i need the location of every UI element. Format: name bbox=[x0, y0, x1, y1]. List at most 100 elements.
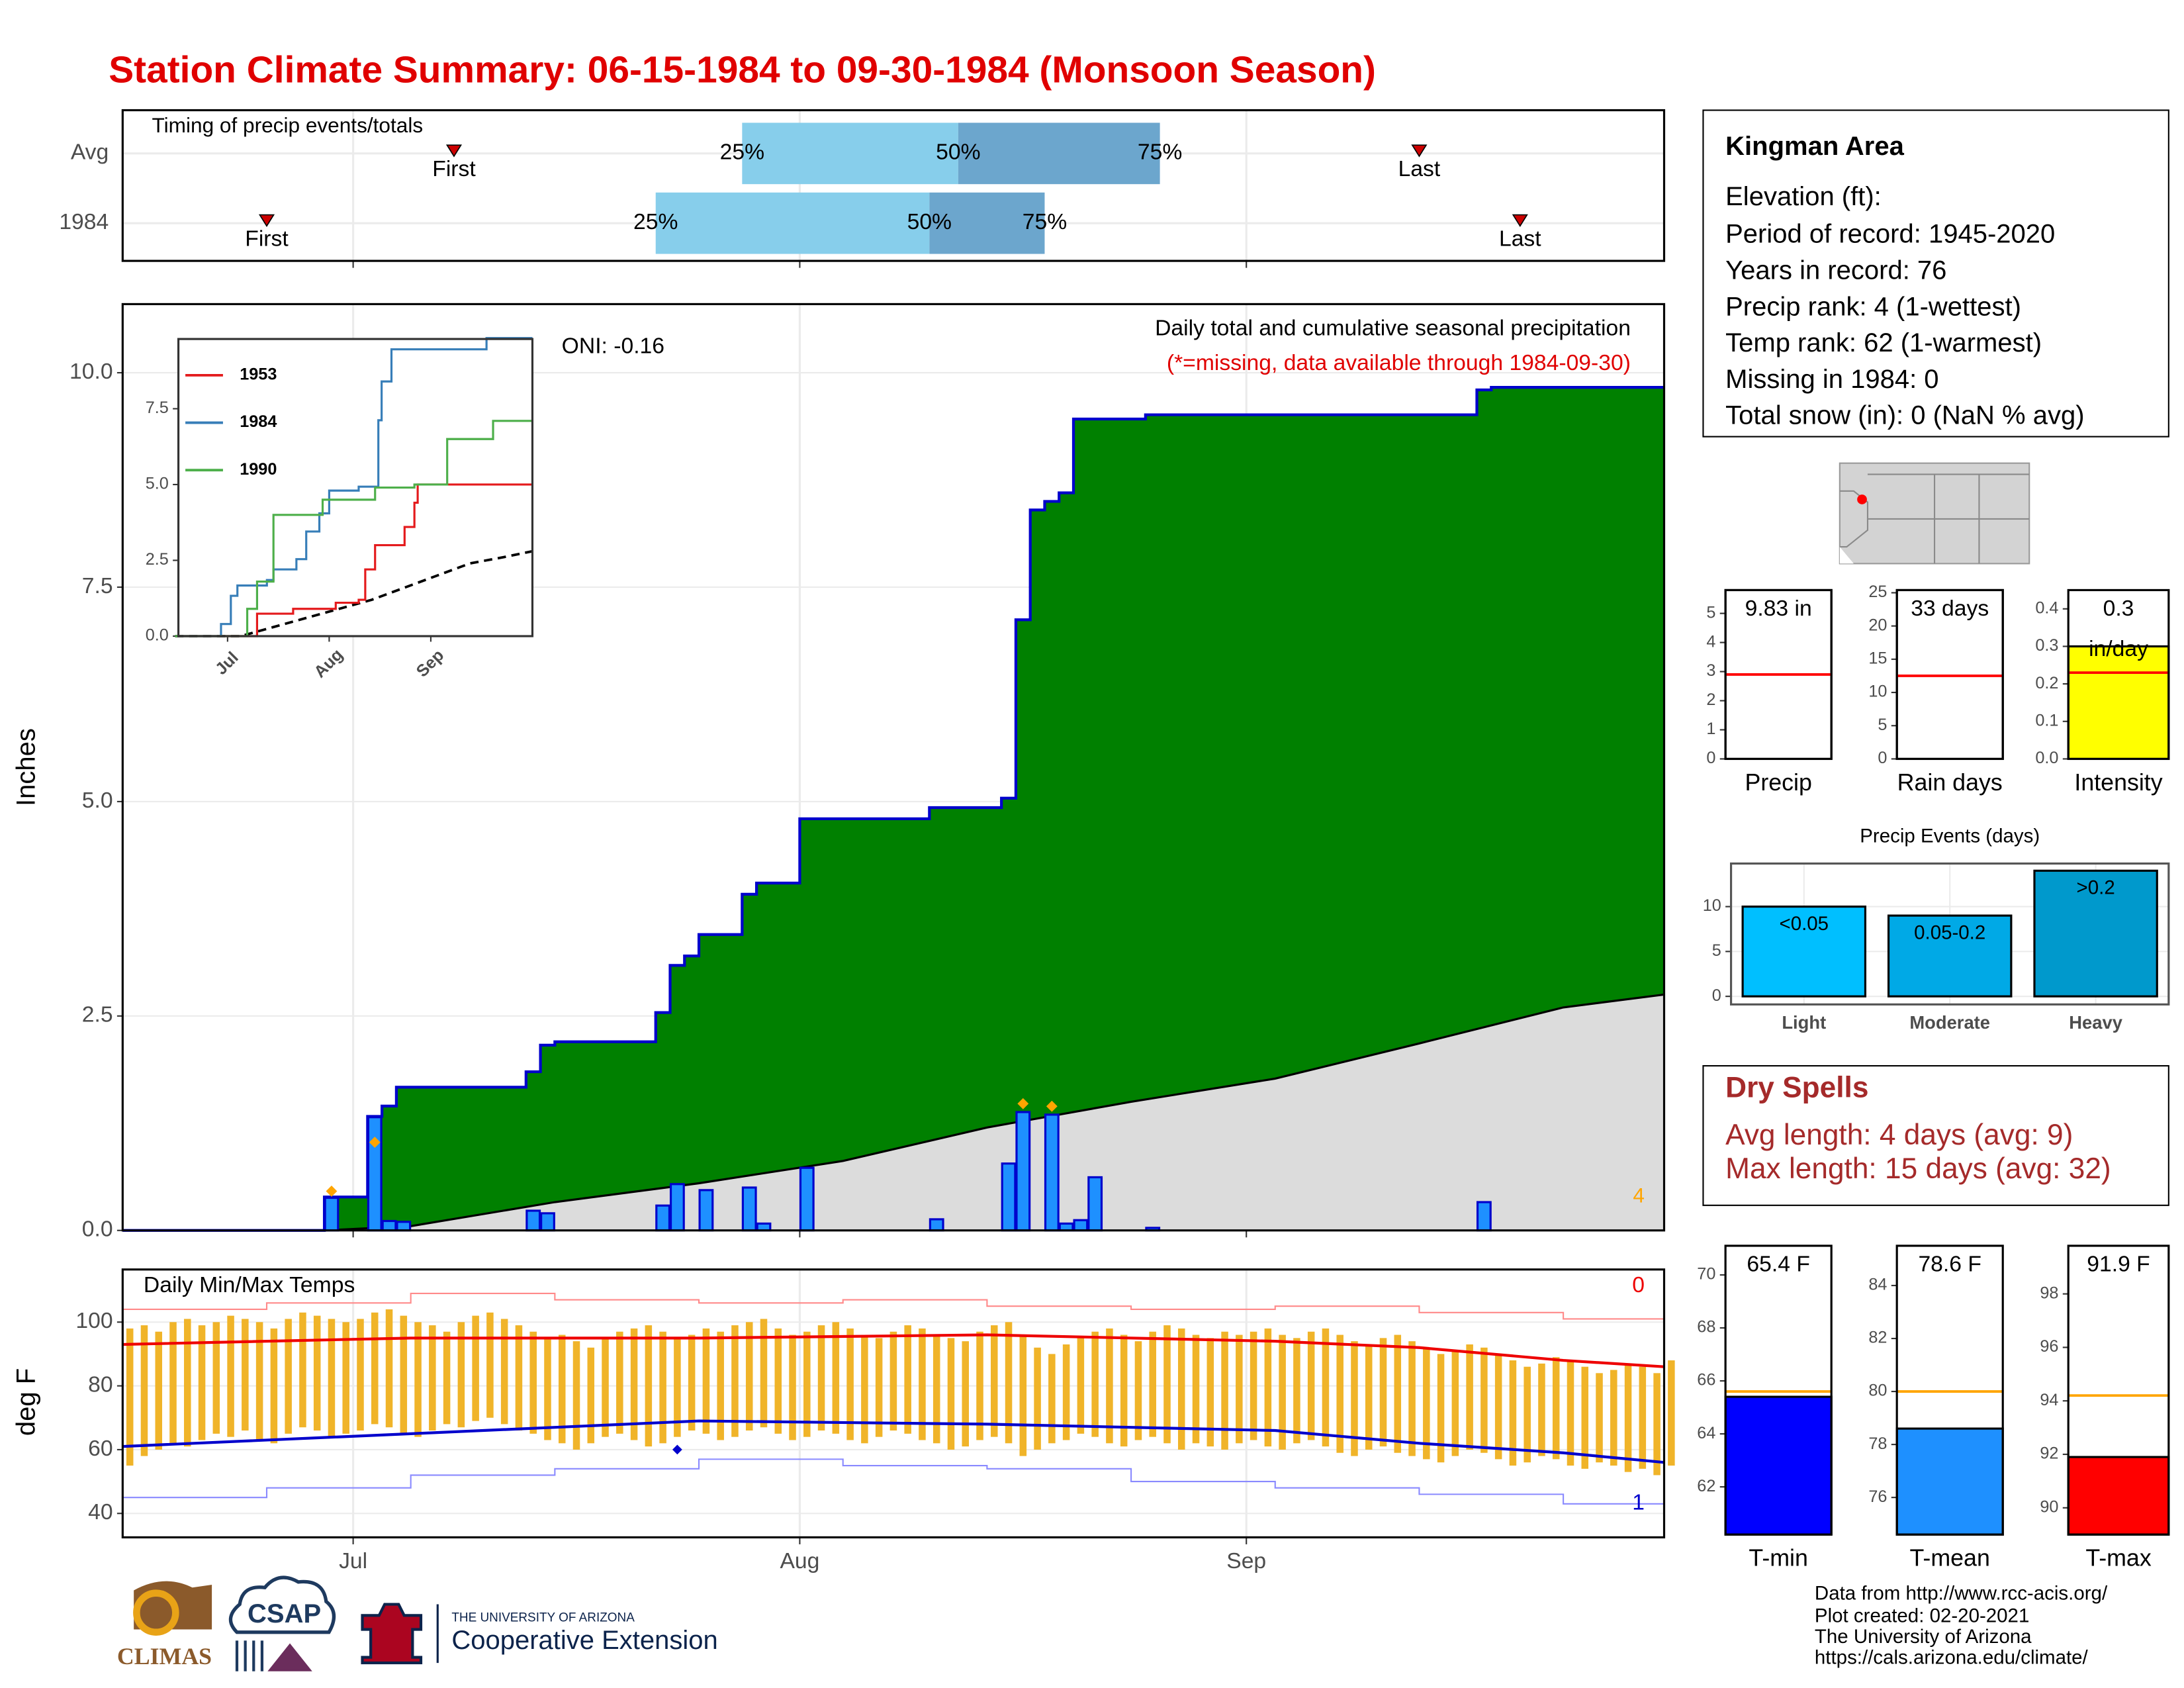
y-axis-label: Inches bbox=[12, 728, 41, 806]
page-title: Station Climate Summary: 06-15-1984 to 0… bbox=[109, 50, 1376, 91]
plot-frame bbox=[1724, 588, 1833, 761]
temp-range-bar bbox=[1206, 1338, 1214, 1447]
y-tick-label: 94 bbox=[2040, 1391, 2058, 1409]
map-borders bbox=[1839, 473, 2030, 564]
daily-bar bbox=[1476, 1201, 1492, 1232]
percent-label: 50% bbox=[936, 140, 980, 165]
temp-range-bar bbox=[255, 1322, 263, 1440]
info-title: Kingman Area bbox=[1725, 132, 1904, 161]
y-tick-label: 2.5 bbox=[146, 550, 169, 569]
daily-bar bbox=[540, 1212, 555, 1232]
flag-marker bbox=[1017, 1098, 1029, 1109]
x-tick-label: Moderate bbox=[1909, 1012, 1990, 1033]
y-tick-label: 0.2 bbox=[2035, 674, 2058, 692]
bar-label: >0.2 bbox=[2077, 877, 2115, 899]
y-tick-label: 7.5 bbox=[146, 399, 169, 417]
stat-bar bbox=[2067, 645, 2170, 761]
temp-range-bar bbox=[198, 1325, 206, 1440]
timing-bar bbox=[929, 192, 1045, 254]
row-label: Avg bbox=[71, 140, 109, 165]
temp-range-bar bbox=[1091, 1331, 1099, 1437]
row-label: 1984 bbox=[59, 209, 109, 234]
plot-frame bbox=[121, 109, 1666, 262]
y-tick-label: 2 bbox=[1706, 690, 1715, 709]
average-line bbox=[122, 1333, 1664, 1368]
y-tick-label: 5.0 bbox=[82, 788, 113, 813]
climas-sun bbox=[133, 1589, 179, 1636]
temp-range-bar bbox=[299, 1312, 306, 1428]
stat-bar bbox=[2067, 1456, 2170, 1536]
temp-range-bar bbox=[1250, 1331, 1257, 1440]
temp-range-bar bbox=[357, 1319, 364, 1431]
timing-bar bbox=[958, 122, 1160, 185]
temp-range-bar bbox=[414, 1322, 422, 1437]
missing-count: 4 bbox=[1633, 1184, 1645, 1207]
temp-range-bar bbox=[1177, 1328, 1185, 1450]
y-tick-label: 25 bbox=[1868, 583, 1887, 601]
info-line: Total snow (in): 0 (NaN % avg) bbox=[1725, 401, 2084, 430]
normal-line bbox=[175, 549, 533, 637]
csap-text: CSAP bbox=[248, 1599, 321, 1628]
temp-range-bar bbox=[1365, 1344, 1373, 1450]
info-box: Kingman Area Elevation (ft): Period of r… bbox=[1702, 109, 2169, 438]
temp-range-bar bbox=[731, 1325, 739, 1437]
plot-frame bbox=[121, 303, 1666, 1232]
y-tick-label: 5 bbox=[1878, 716, 1887, 734]
temp-range-bar bbox=[1423, 1347, 1430, 1460]
ua-text: THE UNIVERSITY OF ARIZONA bbox=[451, 1611, 635, 1625]
info-line: Years in record: 76 bbox=[1725, 256, 1946, 285]
temp-range-bar bbox=[515, 1325, 523, 1431]
temp-range-bar bbox=[1005, 1322, 1013, 1444]
record-line bbox=[122, 1292, 1665, 1326]
daily-bar bbox=[396, 1221, 412, 1232]
y-tick-label: 76 bbox=[1868, 1487, 1887, 1506]
temp-range-bar bbox=[1236, 1335, 1243, 1444]
unit-label: in/day bbox=[2089, 636, 2148, 661]
temp-range-bar bbox=[1163, 1325, 1171, 1444]
temp-range-bar bbox=[1106, 1328, 1113, 1444]
flag-marker bbox=[326, 1186, 338, 1197]
footer-line: The University of Arizona bbox=[1815, 1626, 2032, 1648]
y-tick-label: 5.0 bbox=[146, 475, 169, 493]
legend-label: 1990 bbox=[240, 460, 277, 479]
temp-range-bar bbox=[991, 1325, 998, 1437]
logos: CLIMAS CSAP THE UNIVERSITY OF ARIZONA Co… bbox=[117, 1575, 718, 1671]
temp-range-bar bbox=[702, 1328, 710, 1434]
temp-range-bar bbox=[1134, 1341, 1142, 1440]
y-tick-label: 7.5 bbox=[82, 573, 113, 598]
y-tick-label: 60 bbox=[88, 1436, 113, 1461]
temp-range-bar bbox=[1480, 1347, 1488, 1453]
panel-title: Daily total and cumulative seasonal prec… bbox=[1155, 315, 1631, 340]
temp-range-bar bbox=[486, 1312, 494, 1418]
y-tick-label: 20 bbox=[1868, 616, 1887, 634]
y-tick-label: 70 bbox=[1697, 1265, 1715, 1284]
event-marker bbox=[258, 214, 275, 227]
temp-range-bar bbox=[1596, 1373, 1603, 1463]
y-tick-label: 0 bbox=[1878, 749, 1887, 767]
daily-bar bbox=[1044, 1113, 1060, 1232]
temp-range-bar bbox=[227, 1315, 234, 1437]
y-tick-label: 0.1 bbox=[2035, 711, 2058, 729]
daily-bar bbox=[525, 1209, 541, 1232]
record-line bbox=[122, 1458, 1665, 1511]
temp-range-bar bbox=[1581, 1366, 1589, 1469]
event-label: First bbox=[432, 156, 476, 181]
bar-label: 0.05-0.2 bbox=[1914, 921, 1985, 943]
plot-frame bbox=[2067, 1244, 2170, 1536]
info-line: Temp rank: 62 (1-warmest) bbox=[1725, 328, 2042, 357]
temp-range-bar bbox=[1624, 1363, 1632, 1472]
y-tick-label: 0.0 bbox=[146, 626, 169, 645]
station-dot bbox=[1857, 494, 1867, 504]
daily-bar bbox=[669, 1183, 685, 1232]
temp-range-bar bbox=[270, 1328, 278, 1444]
percent-label: 75% bbox=[1138, 140, 1182, 165]
temp-range-bar bbox=[1610, 1370, 1617, 1466]
y-tick-label: 15 bbox=[1868, 649, 1887, 668]
temp-range-bar bbox=[1264, 1328, 1272, 1447]
temp-range-bar bbox=[342, 1322, 349, 1434]
value-label: 65.4 F bbox=[1747, 1251, 1809, 1276]
climas-text: CLIMAS bbox=[117, 1643, 212, 1669]
info-line: Elevation (ft): bbox=[1725, 182, 1882, 211]
temp-range-bar bbox=[1466, 1344, 1473, 1450]
temp-range-bar bbox=[328, 1319, 336, 1437]
